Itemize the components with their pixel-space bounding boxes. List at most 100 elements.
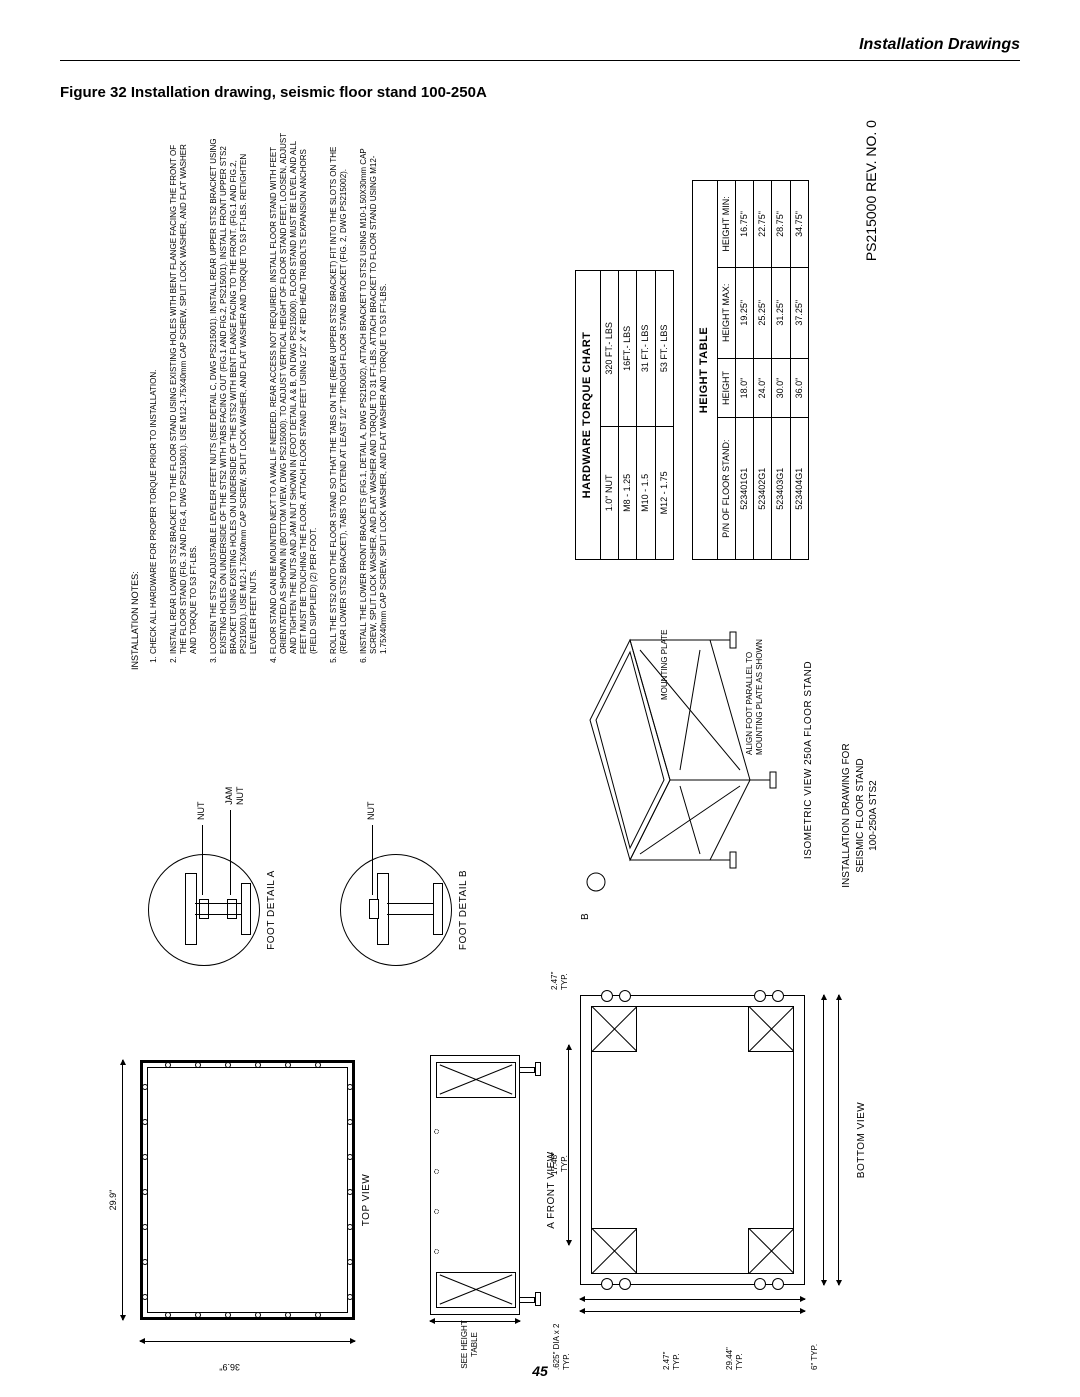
foot-detail-b-caption: FOOT DETAIL B: [458, 825, 471, 995]
foot-a-base: [241, 883, 251, 935]
bv-gusset-tr: [591, 1006, 637, 1052]
foot-detail-a-caption: FOOT DETAIL A: [266, 825, 279, 995]
height-table: HEIGHT TABLE P/N OF FLOOR STAND: HEIGHT …: [692, 180, 809, 560]
bv-dim-h2: [838, 995, 839, 1285]
torque-h1: 320 FT.- LBS: [600, 271, 618, 427]
iso-b-text: B: [580, 913, 593, 920]
top-view-inner-rect: [147, 1067, 348, 1313]
bv-dim-6: 6" TYP.: [810, 1344, 820, 1370]
front-foot-right: [519, 1064, 539, 1076]
drawing-footer: INSTALLATION DRAWING FOR SEISMIC FLOOR S…: [840, 120, 881, 1370]
foot-b-nut-label: NUT: [366, 802, 377, 821]
ht-r3c0: 523404G1: [790, 418, 808, 560]
iso-caption: ISOMETRIC VIEW 250A FLOOR STAND: [803, 580, 816, 940]
ht-r1c1: 24.0": [754, 358, 772, 418]
foot-detail-a: NUT JAM NUT FOOT DETAIL A: [148, 825, 279, 995]
foot-a-lead-nut: [202, 825, 203, 895]
note-6: INSTALL THE LOWER FRONT BRACKETS (FIG.1,…: [359, 130, 389, 654]
torque-r0c1: 16FT.- LBS: [619, 271, 637, 427]
front-brace-right: [436, 1062, 516, 1098]
torque-h0: 1.0" NUT: [600, 426, 618, 559]
row-2: .625" DIA x 2 TYP. 2.47" TYP. 29.44" TYP…: [550, 120, 885, 1370]
installation-notes: INSTALLATION NOTES: CHECK ALL HARDWARE F…: [130, 130, 399, 670]
ht-r1c2: 25.25": [754, 267, 772, 358]
bv-dim-v1: [580, 1311, 805, 1312]
ht-r3c2: 37.25": [790, 267, 808, 358]
foot-b-base: [433, 883, 443, 935]
front-height-dim-line: [430, 1321, 520, 1322]
foot-detail-b: NUT FOOT DETAIL B: [340, 825, 471, 995]
foot-b-nut: [369, 899, 379, 919]
foot-detail-a-circle: [148, 854, 260, 966]
height-title: HEIGHT TABLE: [692, 181, 717, 560]
torque-r2c1: 53 FT.- LBS: [655, 271, 673, 427]
header-rule: [60, 60, 1020, 61]
ht-h3: HEIGHT MIN:: [717, 181, 735, 268]
iso-view: B MOUNTING PLATE ALIGN FOOT PARALLEL TO …: [550, 580, 816, 940]
footer-right: PS215000 REV. NO. 0: [863, 120, 881, 261]
iso-align-label: ALIGN FOOT PARALLEL TO MOUNTING PLATE AS…: [745, 639, 765, 755]
note-5: ROLL THE STS2 ONTO THE FLOOR STAND SO TH…: [329, 130, 349, 654]
ht-r2c1: 30.0": [772, 358, 790, 418]
ht-h0: P/N OF FLOOR STAND:: [717, 418, 735, 560]
front-see-height: SEE HEIGHT TABLE: [460, 1317, 480, 1372]
note-4: FLOOR STAND CAN BE MOUNTED NEXT TO A WAL…: [269, 130, 319, 654]
ht-r2c3: 28.75": [772, 181, 790, 268]
row-1: 29.9" 36.9": [130, 120, 540, 1370]
dim-top-width: 29.9": [108, 1050, 119, 1350]
drawing-area: 29.9" 36.9": [130, 120, 900, 1370]
ht-r0c2: 19.25": [735, 267, 753, 358]
bv-dim-top-line: [568, 1045, 569, 1245]
dim-top-width-line: [122, 1060, 123, 1320]
front-view-holes: [434, 1056, 440, 1314]
foot-a-stem: [195, 903, 242, 915]
ht-r1c3: 22.75": [754, 181, 772, 268]
torque-table: HARDWARE TORQUE CHART 1.0" NUT 320 FT.- …: [575, 270, 674, 560]
ht-r0c3: 16.75": [735, 181, 753, 268]
torque-r1c0: M10 - 1.5: [637, 426, 655, 559]
notes-list: CHECK ALL HARDWARE FOR PROPER TORQUE PRI…: [149, 130, 389, 670]
front-view-frame: [430, 1055, 520, 1315]
front-view: SEE HEIGHT TABLE A FRONT VIEW: [430, 1030, 559, 1350]
top-view-caption: TOP VIEW: [361, 1050, 374, 1350]
ht-r0c0: 523401G1: [735, 418, 753, 560]
ht-h2: HEIGHT MAX:: [717, 267, 735, 358]
bv-dim-247a: 2.47" TYP.: [662, 1352, 682, 1370]
ht-r2c2: 31.25": [772, 267, 790, 358]
foot-b-lead-nut: [372, 825, 373, 895]
bv-dim-247b: 2.47" TYP.: [550, 972, 570, 990]
dim-top-depth-line: [140, 1341, 355, 1342]
note-1: CHECK ALL HARDWARE FOR PROPER TORQUE PRI…: [149, 130, 159, 654]
figure-title: Figure 32 Installation drawing, seismic …: [60, 84, 487, 101]
tables: HARDWARE TORQUE CHART 1.0" NUT 320 FT.- …: [575, 140, 827, 560]
torque-r2c0: M12 - 1.75: [655, 426, 673, 559]
torque-r1c1: 31 FT.- LBS: [637, 271, 655, 427]
footer-center-0: INSTALLATION DRAWING FOR: [840, 743, 854, 887]
bv-dim-h1: [823, 995, 824, 1285]
bv-gusset-bl: [748, 1228, 794, 1274]
foot-a-jam-label: JAM NUT: [224, 787, 247, 805]
bv-dim-2944: 29.44" TYP.: [725, 1347, 745, 1370]
top-view: 29.9" 36.9": [140, 1050, 374, 1350]
bv-gusset-br: [748, 1006, 794, 1052]
ht-r3c1: 36.0": [790, 358, 808, 418]
bottom-view-frame: [580, 995, 805, 1285]
bottom-view: .625" DIA x 2 TYP. 2.47" TYP. 29.44" TYP…: [550, 960, 885, 1370]
torque-r0c0: M8 - 1.25: [619, 426, 637, 559]
note-3: LOOSEN THE STS2 ADJUSTABLE LEVELER FEET …: [209, 130, 259, 654]
bv-dim-v2: [580, 1299, 805, 1300]
ht-r3c3: 34.75": [790, 181, 808, 268]
footer-center: INSTALLATION DRAWING FOR SEISMIC FLOOR S…: [840, 743, 881, 887]
page: Installation Drawings Figure 32 Installa…: [0, 0, 1080, 1397]
front-brace-left: [436, 1272, 516, 1308]
ht-r1c0: 523402G1: [754, 418, 772, 560]
bv-dim-1748: 17.48" TYP.: [550, 1152, 570, 1175]
notes-title: INSTALLATION NOTES:: [130, 130, 141, 670]
front-foot-left: [519, 1294, 539, 1306]
bv-gusset-tl: [591, 1228, 637, 1274]
ht-h1: HEIGHT: [717, 358, 735, 418]
foot-a-lead-jam: [230, 810, 231, 895]
footer-center-2: 100-250A STS2: [867, 743, 881, 887]
foot-detail-b-circle: [340, 854, 452, 966]
ht-r2c0: 523403G1: [772, 418, 790, 560]
